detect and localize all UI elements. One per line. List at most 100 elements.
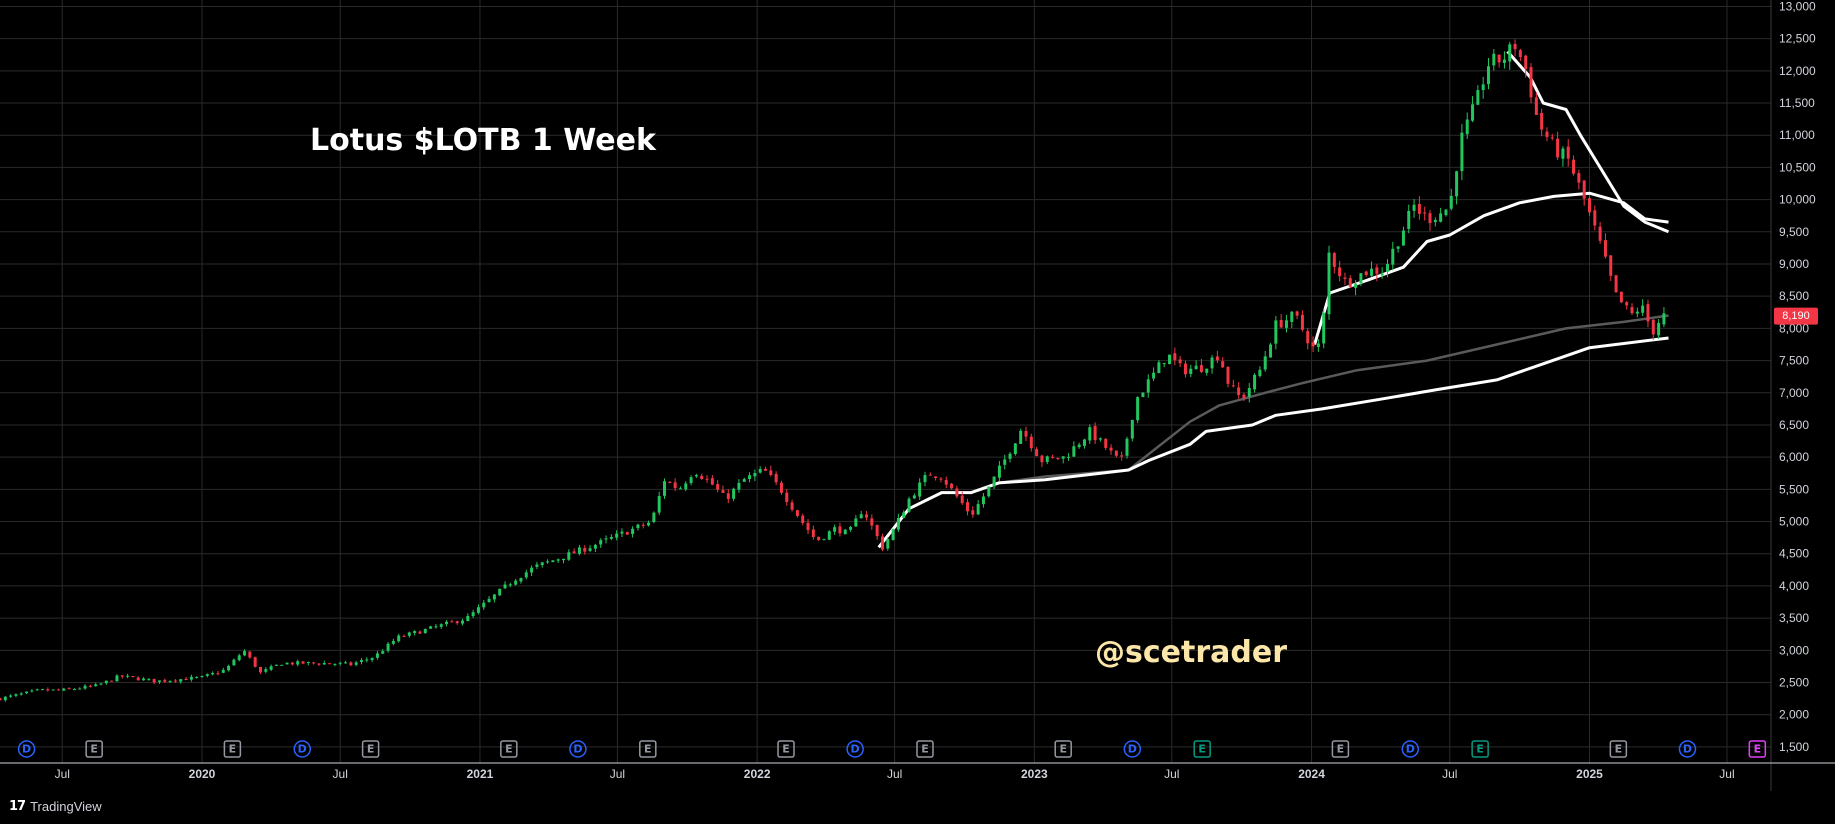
candle-body xyxy=(562,558,565,561)
time-axis[interactable]: Jul 2020 Jul 2021 Jul 2022 Jul 2023 Jul 2024 Jul 20… xyxy=(55,767,1735,781)
candle-body xyxy=(407,632,411,636)
candle-body xyxy=(934,476,938,479)
event-letter: E xyxy=(505,743,513,756)
candle-body xyxy=(1120,455,1124,457)
candle-body xyxy=(1651,319,1655,335)
price-tick-label: 10,500 xyxy=(1779,160,1816,174)
candle-body xyxy=(3,696,7,701)
dividend-icon[interactable]: D xyxy=(1123,740,1142,758)
dividend-icon[interactable]: D xyxy=(17,740,36,758)
earnings-icon[interactable]: E xyxy=(1331,740,1350,758)
earnings-icon[interactable]: E xyxy=(361,740,380,758)
candle-body xyxy=(1189,368,1193,374)
moving-average-line xyxy=(877,336,1669,549)
candle-body xyxy=(1444,209,1448,216)
candle-body xyxy=(854,518,858,527)
candle-body xyxy=(56,689,60,691)
time-tick-label: 2023 xyxy=(1021,767,1048,781)
candle-body xyxy=(285,662,289,665)
earnings-icon[interactable]: E xyxy=(500,740,518,758)
candle-body xyxy=(1082,439,1086,446)
candle-body xyxy=(1157,362,1161,374)
candle-body xyxy=(1497,54,1501,63)
moving-average-line xyxy=(1506,50,1670,234)
candle-body xyxy=(1274,320,1278,344)
candle-body xyxy=(748,475,752,480)
candle-body xyxy=(402,635,406,637)
earnings-marker-box xyxy=(500,740,518,758)
earnings-icon[interactable]: E xyxy=(1471,740,1489,758)
moving-average-line xyxy=(1313,191,1669,345)
earnings-icon[interactable]: E xyxy=(223,740,242,758)
earnings-icon[interactable]: E xyxy=(1609,740,1628,758)
tradingview-brand[interactable]: 17 TradingView xyxy=(9,799,102,814)
earnings-icon[interactable]: E xyxy=(916,740,934,758)
last-price-badge-bg xyxy=(1774,307,1818,325)
earnings-icon[interactable]: E xyxy=(1193,740,1211,758)
candle-body xyxy=(72,688,76,690)
candle-body xyxy=(710,478,714,485)
candle-body xyxy=(742,479,746,482)
dividend-icon[interactable]: D xyxy=(569,740,587,758)
earnings-marker-box xyxy=(916,740,934,758)
event-letter: E xyxy=(1754,743,1762,756)
candle-body xyxy=(1035,449,1039,457)
candle-body xyxy=(258,666,262,673)
candle-body xyxy=(147,678,151,680)
candle-body xyxy=(1061,456,1065,459)
dividend-icon[interactable]: D xyxy=(1401,740,1420,758)
dividend-icon[interactable]: D xyxy=(846,740,864,758)
time-tick-label: Jul xyxy=(1719,767,1734,781)
footer-bar xyxy=(0,791,1835,824)
time-tick-label: 2024 xyxy=(1298,767,1325,781)
candle-body xyxy=(184,678,188,681)
chart-grid xyxy=(0,0,1771,763)
candle-body xyxy=(572,551,576,554)
price-tick-label: 10,000 xyxy=(1779,193,1816,207)
candle-body xyxy=(1391,248,1395,265)
candle-body xyxy=(248,651,252,658)
dividend-icon[interactable]: D xyxy=(293,740,312,758)
candle-body xyxy=(822,539,826,541)
candle-body xyxy=(1199,365,1203,372)
candle-body xyxy=(1077,444,1081,448)
chart-title: Lotus $LOTB 1 Week xyxy=(310,123,657,158)
candle-body xyxy=(227,665,231,671)
dividend-icon[interactable]: D xyxy=(1678,740,1697,758)
candle-body xyxy=(631,528,635,535)
candle-body xyxy=(1577,173,1581,183)
candle-body xyxy=(838,526,842,534)
event-letter: E xyxy=(1059,743,1067,756)
candle-body xyxy=(647,522,651,526)
earnings-icon[interactable]: E xyxy=(777,740,795,758)
candle-body xyxy=(673,482,677,489)
candle-body xyxy=(928,474,932,476)
earnings-marker-box xyxy=(361,740,380,758)
candle-body xyxy=(221,669,225,673)
candle-body xyxy=(1630,307,1634,314)
candle-body xyxy=(333,663,337,665)
tradingview-logo-icon: 17 xyxy=(9,799,26,814)
price-axis[interactable]: 1,500 2,000 2,500 3,000 3,500 4,000 4,500 5,000… xyxy=(1779,0,1816,754)
dividend-marker-ring xyxy=(17,740,36,758)
candle-body xyxy=(891,529,895,540)
candle-body xyxy=(758,469,762,473)
candle-body xyxy=(179,679,183,682)
last-price-value: 8,190 xyxy=(1782,310,1810,322)
candle-body xyxy=(1582,180,1586,199)
candle-body xyxy=(652,512,656,523)
candle-body xyxy=(429,626,433,629)
candle-body xyxy=(1152,372,1156,379)
candle-body xyxy=(609,537,613,539)
earnings-icon[interactable]: E xyxy=(639,740,657,758)
earnings-icon[interactable]: E xyxy=(85,740,103,758)
candle-body xyxy=(1635,311,1639,314)
candle-body xyxy=(1476,90,1480,105)
earnings-icon[interactable]: E xyxy=(1054,740,1072,758)
candle-body xyxy=(450,621,454,623)
candle-body xyxy=(732,488,736,499)
earnings-icon[interactable]: E xyxy=(1748,740,1767,758)
candle-body xyxy=(1284,320,1288,328)
